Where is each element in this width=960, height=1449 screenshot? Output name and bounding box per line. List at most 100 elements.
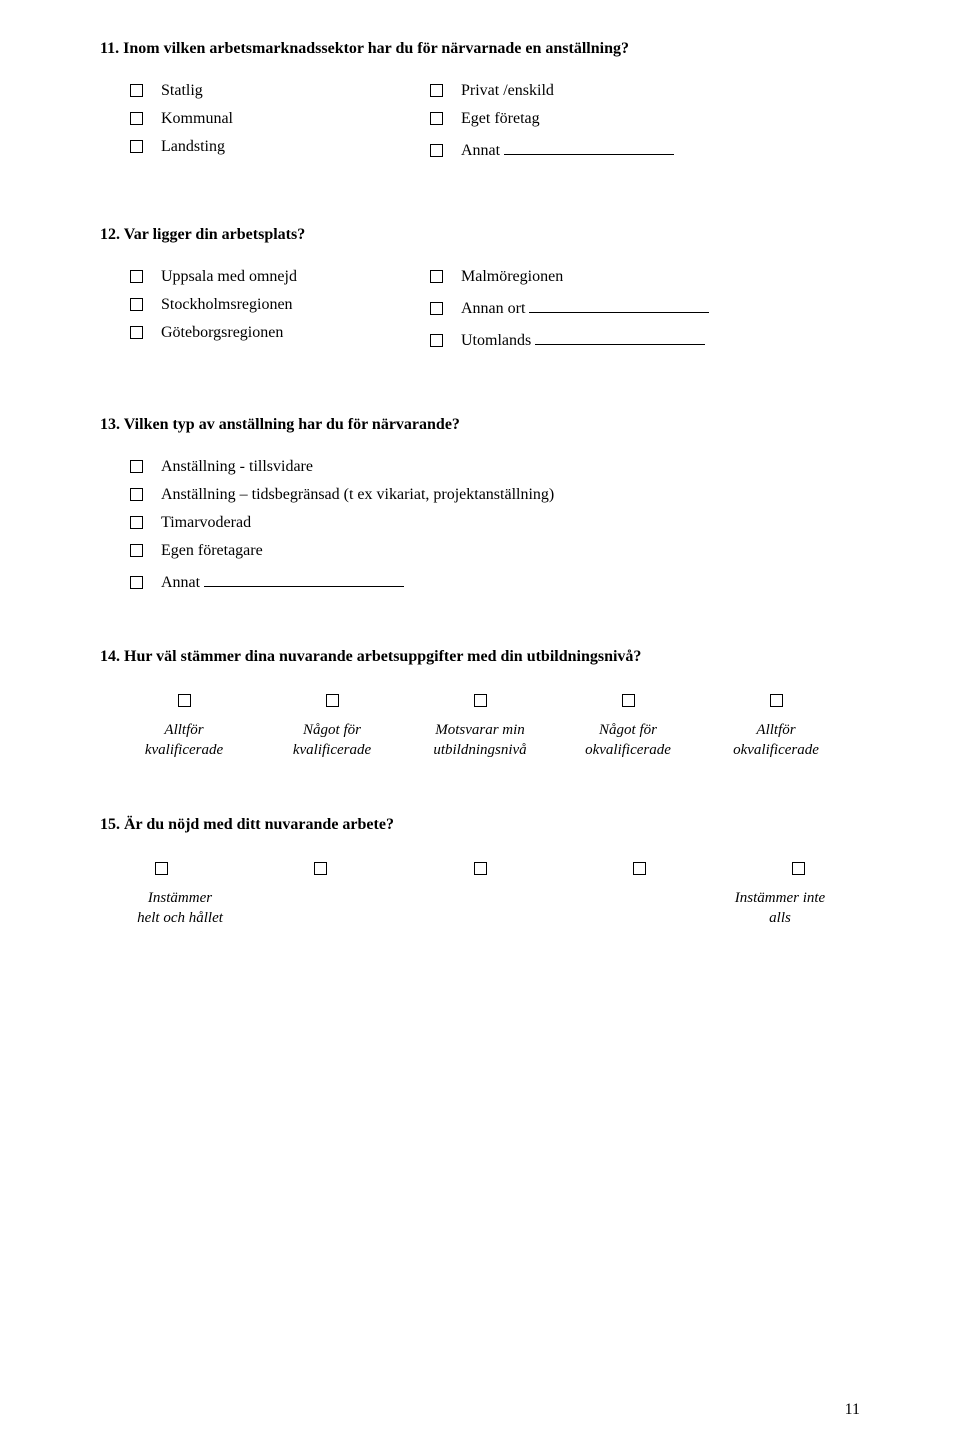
q14-scale-1[interactable]: Alltför kvalificerade — [110, 694, 258, 760]
scale-label-line: Alltför — [164, 722, 203, 738]
checkbox-icon — [622, 694, 635, 707]
question-12: 12. Var ligger din arbetsplats? Uppsala … — [100, 226, 860, 360]
q15-left-label: Instämmer helt och hållet — [110, 889, 250, 928]
scale-label: Motsvarar min utbildningsnivå — [433, 721, 526, 760]
q12-title: 12. Var ligger din arbetsplats? — [100, 226, 860, 244]
q13-opt-tillsvidare[interactable]: Anställning - tillsvidare — [130, 458, 860, 476]
checkbox-icon — [130, 270, 143, 283]
q12-opt-stockholm[interactable]: Stockholmsregionen — [130, 296, 430, 314]
opt-label: Stockholmsregionen — [161, 296, 293, 314]
q13-opt-tidsbegransad[interactable]: Anställning – tidsbegränsad (t ex vikari… — [130, 486, 860, 504]
checkbox-icon — [314, 862, 327, 875]
q12-opt-malmo[interactable]: Malmöregionen — [430, 268, 830, 286]
q14-scale-4[interactable]: Något för okvalificerade — [554, 694, 702, 760]
checkbox-icon — [430, 144, 443, 157]
checkbox-icon — [430, 112, 443, 125]
scale-label-line: Motsvarar min — [435, 722, 525, 738]
question-15: 15. Är du nöjd med ditt nuvarande arbete… — [100, 816, 860, 928]
scale-label-line: kvalificerade — [145, 742, 223, 758]
opt-label: Statlig — [161, 82, 203, 100]
blank-line[interactable] — [535, 328, 705, 345]
checkbox-icon — [770, 694, 783, 707]
checkbox-icon — [130, 488, 143, 501]
blank-line[interactable] — [504, 138, 674, 155]
q12-opt-utomlands[interactable]: Utomlands — [430, 328, 830, 350]
scale-label-line: okvalificerade — [585, 742, 671, 758]
checkbox-icon — [130, 112, 143, 125]
q15-scale-1[interactable] — [155, 862, 168, 889]
blank-line[interactable] — [204, 570, 404, 587]
checkbox-icon — [130, 298, 143, 311]
q13-title: 13. Vilken typ av anställning har du för… — [100, 416, 860, 434]
checkbox-icon — [130, 84, 143, 97]
scale-label-line: utbildningsnivå — [433, 742, 526, 758]
opt-label: Landsting — [161, 138, 225, 156]
opt-label: Egen företagare — [161, 542, 263, 560]
q13-opt-timarvoderad[interactable]: Timarvoderad — [130, 514, 860, 532]
opt-label: Annan ort — [461, 300, 525, 318]
checkbox-icon — [130, 460, 143, 473]
q11-opt-annat[interactable]: Annat — [430, 138, 830, 160]
opt-label: Anställning – tidsbegränsad (t ex vikari… — [161, 486, 554, 504]
checkbox-icon — [633, 862, 646, 875]
q11-opt-statlig[interactable]: Statlig — [130, 82, 430, 100]
checkbox-icon — [792, 862, 805, 875]
checkbox-icon — [430, 334, 443, 347]
scale-label: Något för okvalificerade — [585, 721, 671, 760]
q11-opt-kommunal[interactable]: Kommunal — [130, 110, 430, 128]
q15-title: 15. Är du nöjd med ditt nuvarande arbete… — [100, 816, 860, 834]
checkbox-icon — [130, 326, 143, 339]
q11-opt-eget[interactable]: Eget företag — [430, 110, 830, 128]
checkbox-icon — [130, 576, 143, 589]
checkbox-icon — [155, 862, 168, 875]
opt-label: Timarvoderad — [161, 514, 251, 532]
page: 11. Inom vilken arbetsmarknadssektor har… — [0, 0, 960, 1449]
opt-label: Anställning - tillsvidare — [161, 458, 313, 476]
q14-scale-3[interactable]: Motsvarar min utbildningsnivå — [406, 694, 554, 760]
question-13: 13. Vilken typ av anställning har du för… — [100, 416, 860, 592]
checkbox-icon — [130, 516, 143, 529]
q15-scale-3[interactable] — [474, 862, 487, 889]
q15-right-label: Instämmer inte alls — [710, 889, 850, 928]
q11-opt-privat[interactable]: Privat /enskild — [430, 82, 830, 100]
checkbox-icon — [474, 862, 487, 875]
q11-title: 11. Inom vilken arbetsmarknadssektor har… — [100, 40, 860, 58]
q12-opt-goteborg[interactable]: Göteborgsregionen — [130, 324, 430, 342]
checkbox-icon — [130, 544, 143, 557]
scale-label-line: Alltför — [756, 722, 795, 738]
checkbox-icon — [178, 694, 191, 707]
scale-label: Alltför okvalificerade — [733, 721, 819, 760]
q14-scale-2[interactable]: Något för kvalificerade — [258, 694, 406, 760]
blank-line[interactable] — [529, 296, 709, 313]
opt-label: Malmöregionen — [461, 268, 563, 286]
opt-label: Privat /enskild — [461, 82, 554, 100]
question-14: 14. Hur väl stämmer dina nuvarande arbet… — [100, 648, 860, 760]
checkbox-icon — [474, 694, 487, 707]
scale-label-line: Instämmer inte — [735, 890, 825, 906]
opt-label: Uppsala med omnejd — [161, 268, 297, 286]
checkbox-icon — [326, 694, 339, 707]
q12-opt-uppsala[interactable]: Uppsala med omnejd — [130, 268, 430, 286]
scale-label-line: kvalificerade — [293, 742, 371, 758]
q14-title: 14. Hur väl stämmer dina nuvarande arbet… — [100, 648, 860, 666]
checkbox-icon — [130, 140, 143, 153]
scale-label-line: alls — [769, 910, 791, 926]
q15-scale-2[interactable] — [314, 862, 327, 889]
page-number: 11 — [845, 1401, 860, 1419]
q13-opt-annat[interactable]: Annat — [130, 570, 860, 592]
checkbox-icon — [430, 84, 443, 97]
scale-label: Något för kvalificerade — [293, 721, 371, 760]
scale-label-line: Något för — [303, 722, 361, 738]
scale-label: Alltför kvalificerade — [145, 721, 223, 760]
q15-scale-5[interactable] — [792, 862, 805, 889]
q13-opt-egen[interactable]: Egen företagare — [130, 542, 860, 560]
checkbox-icon — [430, 270, 443, 283]
opt-label: Annat — [161, 574, 200, 592]
scale-label-line: helt och hållet — [137, 910, 223, 926]
q14-scale-5[interactable]: Alltför okvalificerade — [702, 694, 850, 760]
q11-opt-landsting[interactable]: Landsting — [130, 138, 430, 156]
scale-label-line: okvalificerade — [733, 742, 819, 758]
q12-opt-annan-ort[interactable]: Annan ort — [430, 296, 830, 318]
q15-scale-4[interactable] — [633, 862, 646, 889]
opt-label: Kommunal — [161, 110, 233, 128]
